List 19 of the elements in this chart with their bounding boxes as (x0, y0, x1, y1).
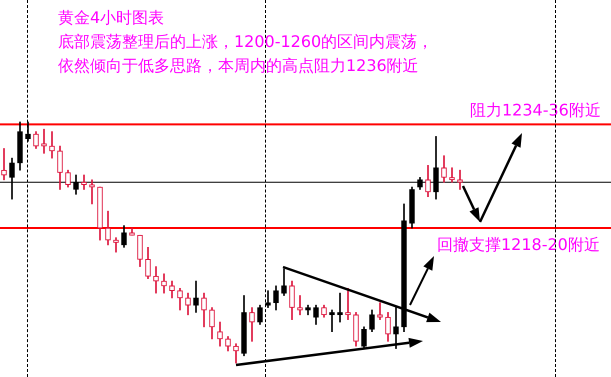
candlestick (377, 302, 383, 320)
candlestick (449, 167, 455, 183)
chart-subtitle: 底部震荡整理后的上涨，1200-1260的区间内震荡，依然倾向于低多思路，本周内的高点阻力1236附近 (58, 31, 434, 77)
candlestick (49, 131, 55, 158)
candlestick (345, 288, 351, 320)
candlestick (41, 128, 47, 154)
candlestick (337, 292, 343, 322)
candlestick (265, 290, 271, 308)
ref-line-label: 阻力1234-36附近 (470, 100, 601, 120)
candlestick (89, 179, 95, 204)
chart-title: 黄金4小时图表 (58, 7, 166, 29)
candlestick (297, 295, 303, 316)
candlestick (153, 266, 159, 294)
candlestick (113, 237, 119, 252)
candlestick (329, 310, 335, 332)
candlestick (81, 174, 87, 190)
candlestick (457, 170, 463, 190)
ref-line-label: 回撤支撑1218-20附近 (437, 235, 600, 254)
candlestick (193, 280, 199, 313)
